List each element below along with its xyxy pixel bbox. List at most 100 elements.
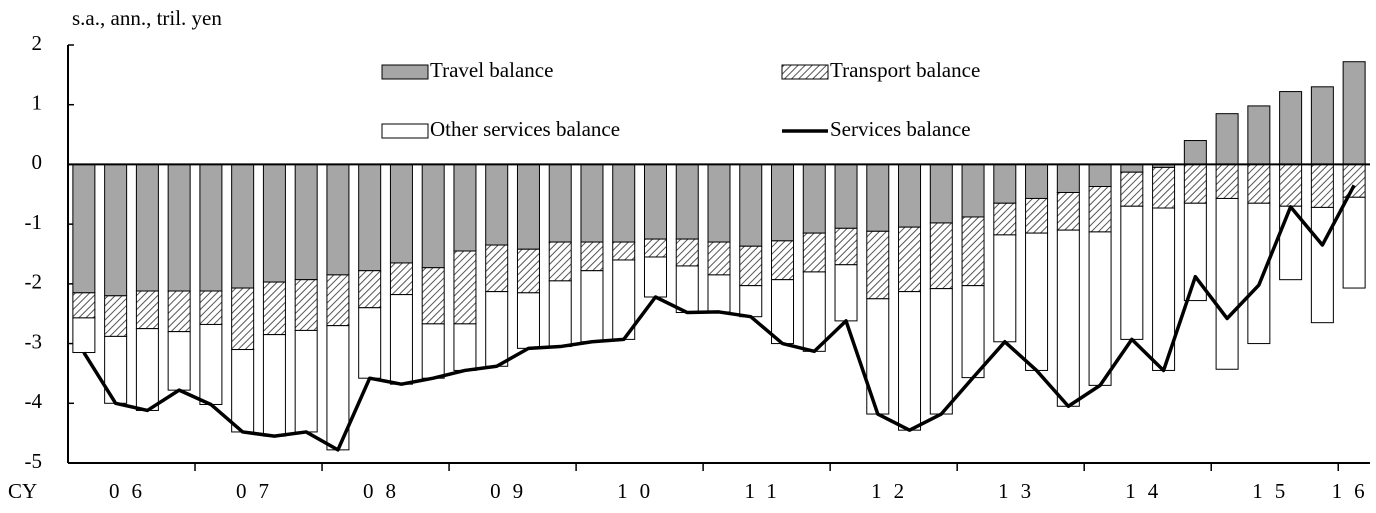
bar-segment [1183, 140, 1207, 165]
line [82, 184, 1356, 452]
x-tick-label: 08 [363, 479, 408, 503]
bar-segment [167, 290, 191, 333]
bar-segment [1342, 196, 1366, 289]
bar-segment [1152, 166, 1176, 209]
bar-segment [167, 163, 191, 292]
legend-swatch [381, 123, 429, 139]
x-tick-label: 10 [617, 479, 662, 503]
legend-label: Transport balance [830, 58, 980, 82]
bar-segment [548, 241, 572, 282]
bar-segment [1056, 163, 1080, 193]
bar-segment [262, 334, 286, 437]
bar-segment [707, 163, 731, 243]
x-tick-label: 06 [109, 479, 154, 503]
bar-segment [104, 295, 128, 337]
bar-segment [453, 250, 477, 325]
bar-segment [135, 290, 159, 330]
bar-segment [294, 279, 318, 331]
bar-segment [1183, 163, 1207, 204]
bar-segment [643, 256, 667, 298]
bar-segment [739, 285, 763, 318]
x-tick-label: 15 [1252, 479, 1297, 503]
x-tick-label: 11 [745, 479, 789, 503]
bar-segment [1120, 205, 1144, 340]
bar-segment [612, 163, 636, 243]
bar-segment [675, 265, 699, 314]
x-tick-label: 13 [998, 479, 1043, 503]
bar-segment [771, 240, 795, 281]
bar-segment [1279, 163, 1303, 207]
bar-segment [516, 248, 540, 294]
bar-segment [802, 163, 826, 234]
bar-segment [72, 317, 96, 354]
bar-segment [929, 163, 953, 224]
bar-segment [1342, 61, 1366, 165]
legend-swatch [381, 64, 429, 80]
bar-segment [453, 163, 477, 252]
bar-segment [72, 292, 96, 319]
bar-segment [389, 163, 413, 264]
legend-label: Other services balance [430, 117, 620, 141]
bar-segment [548, 163, 572, 243]
bar-segment [1279, 91, 1303, 165]
bar-segment [1025, 197, 1049, 234]
bar-segment [167, 331, 191, 391]
bar-segment [675, 163, 699, 240]
bar-segment [866, 163, 890, 232]
bar-segment [802, 271, 826, 352]
bar-segment [580, 163, 604, 243]
bar-segment [1247, 105, 1271, 165]
y-tick-label: -3 [25, 329, 43, 353]
bar-segment [643, 238, 667, 258]
y-tick-label: -1 [25, 210, 43, 234]
y-tick-label: -2 [25, 270, 43, 294]
legend-label: Travel balance [430, 58, 553, 82]
x-tick-label: 12 [871, 479, 916, 503]
bar-segment [929, 288, 953, 415]
bar-segment [802, 232, 826, 273]
bar-segment [358, 163, 382, 272]
bar-segment [580, 241, 604, 272]
bar-segment [1215, 113, 1239, 165]
bar-segment [643, 163, 667, 240]
bar-segment [326, 274, 350, 327]
bar-segment [1120, 171, 1144, 207]
bar-segment [548, 280, 572, 348]
bar-segment [1025, 163, 1049, 199]
bar-segment [294, 163, 318, 281]
bar-segment [834, 227, 858, 266]
bar-segment [421, 267, 445, 325]
bar-segment [421, 163, 445, 269]
bar-segment [898, 226, 922, 293]
bar-segment [1342, 163, 1366, 198]
x-tick-label: 07 [236, 479, 281, 503]
bar-segment [516, 163, 540, 250]
bar-segment [453, 323, 477, 371]
bar-segment [1088, 186, 1112, 233]
bar-segment [1310, 206, 1334, 324]
y-axis-label: s.a., ann., tril. yen [72, 6, 222, 30]
bar-segment [231, 349, 255, 433]
y-tick-label: 0 [32, 150, 43, 174]
bar-segment [262, 281, 286, 336]
bar-segment [898, 163, 922, 228]
bar-segment [961, 216, 985, 287]
bar-segment [294, 329, 318, 433]
bar-segment [231, 163, 255, 289]
bar-segment [929, 222, 953, 290]
bar-segment [104, 163, 128, 297]
bar-segment [358, 270, 382, 309]
bar-segment [961, 285, 985, 379]
bar-segment [389, 294, 413, 385]
bar-segment [485, 291, 509, 367]
bar-segment [1215, 197, 1239, 370]
bar-segment [389, 262, 413, 296]
bar-segment [580, 270, 604, 343]
bar-segment [231, 287, 255, 351]
legend-label: Services balance [830, 117, 971, 141]
x-axis-label: CY [8, 479, 37, 503]
bar-segment [834, 264, 858, 322]
bar-segment [485, 163, 509, 246]
bar-segment [993, 234, 1017, 343]
